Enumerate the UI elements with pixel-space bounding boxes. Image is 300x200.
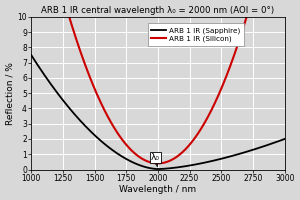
ARB 1 IR (Silicon)	[29, 8, 33, 10]
ARB 1 IR (Sapphire)	[156, 168, 160, 170]
ARB 1 IR (Silicon)	[156, 162, 160, 165]
Y-axis label: Reflection / %: Reflection / %	[6, 62, 15, 125]
ARB 1 IR (Silicon)	[275, 8, 279, 10]
ARB 1 IR (Sapphire)	[146, 166, 149, 169]
ARB 1 IR (Sapphire)	[275, 140, 279, 143]
ARB 1 IR (Sapphire)	[276, 140, 279, 143]
ARB 1 IR (Sapphire)	[42, 73, 46, 76]
Text: λ₀: λ₀	[151, 153, 160, 166]
Line: ARB 1 IR (Sapphire): ARB 1 IR (Sapphire)	[31, 55, 285, 169]
ARB 1 IR (Silicon)	[153, 162, 156, 164]
ARB 1 IR (Sapphire)	[29, 54, 33, 56]
ARB 1 IR (Silicon)	[146, 160, 149, 163]
ARB 1 IR (Silicon)	[276, 8, 279, 10]
ARB 1 IR (Silicon)	[283, 8, 286, 10]
Line: ARB 1 IR (Silicon): ARB 1 IR (Silicon)	[31, 9, 285, 163]
Title: ARB 1 IR central wavelength λ₀ = 2000 nm (AOI = 0°): ARB 1 IR central wavelength λ₀ = 2000 nm…	[41, 6, 274, 15]
ARB 1 IR (Sapphire)	[283, 138, 286, 140]
ARB 1 IR (Sapphire)	[153, 168, 156, 170]
ARB 1 IR (Silicon)	[42, 8, 46, 10]
Legend: ARB 1 IR (Sapphire), ARB 1 IR (Silicon): ARB 1 IR (Sapphire), ARB 1 IR (Silicon)	[148, 23, 244, 46]
X-axis label: Wavelength / nm: Wavelength / nm	[119, 185, 196, 194]
ARB 1 IR (Sapphire)	[229, 155, 233, 157]
ARB 1 IR (Silicon)	[229, 63, 233, 65]
